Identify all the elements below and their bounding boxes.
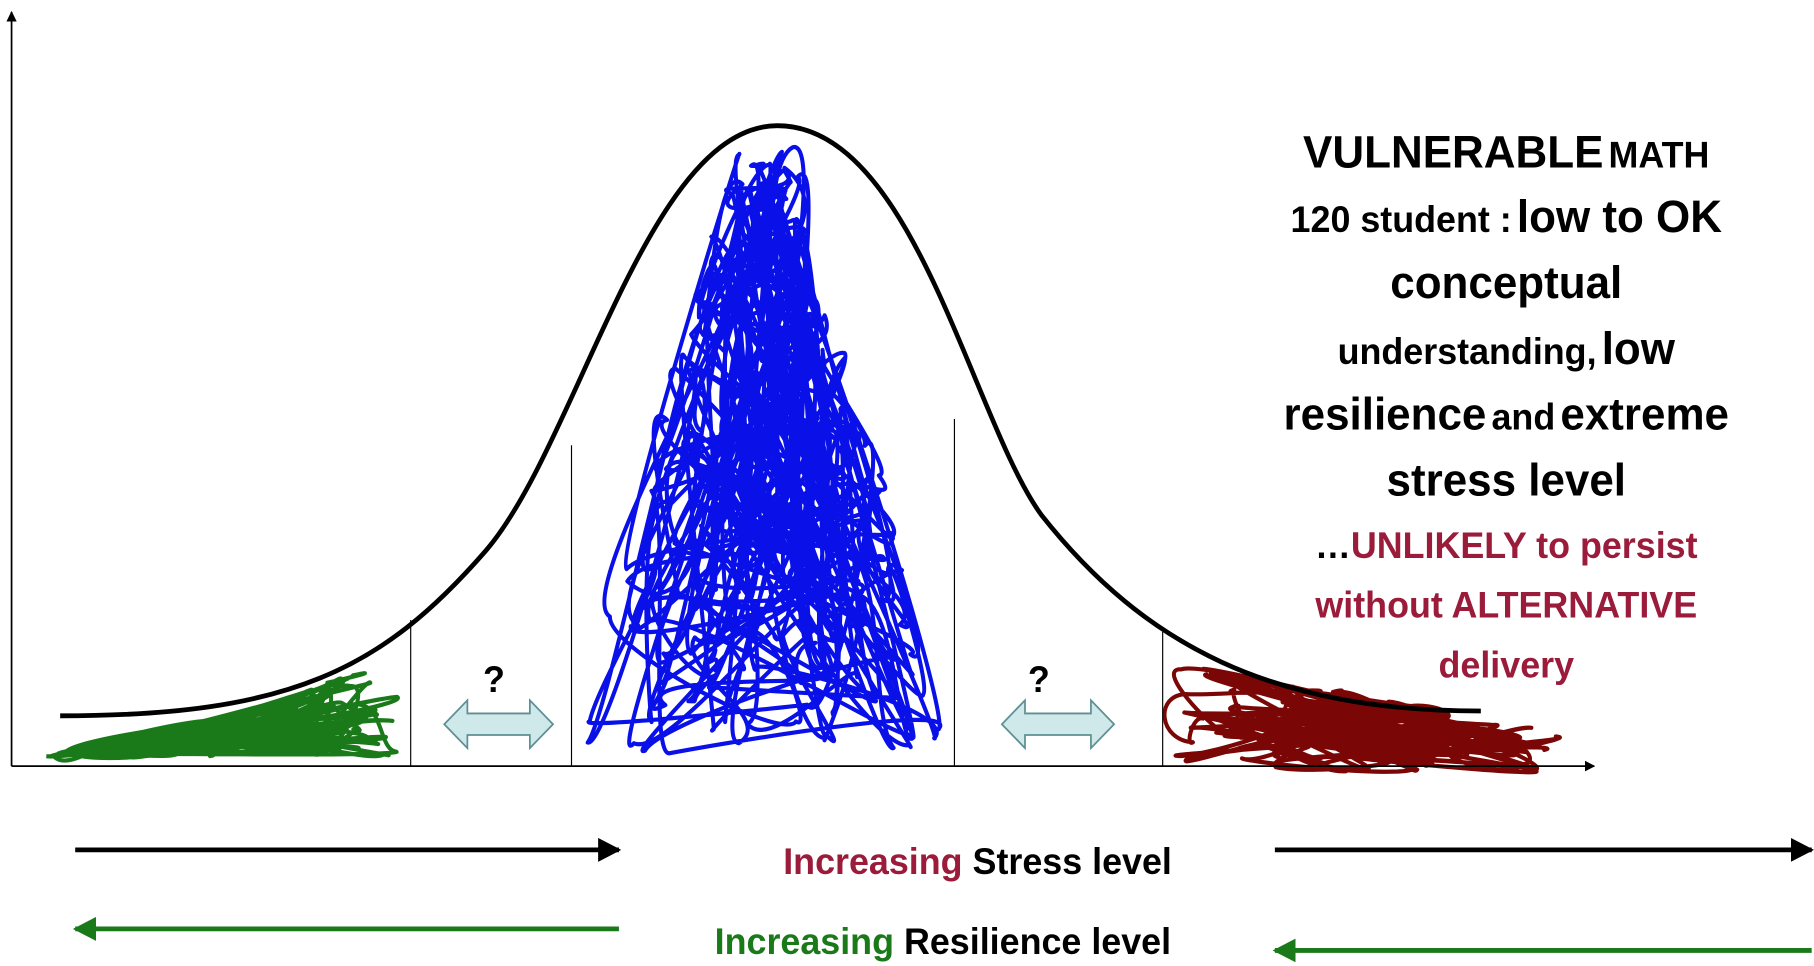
callout-text: extreme — [1560, 390, 1729, 440]
stress-prefix: Increasing — [783, 840, 962, 882]
callout-text: low — [1602, 324, 1675, 374]
callout-line: resilience and extreme — [1284, 390, 1729, 440]
callout: VULNERABLE MATH 120 student : low to OK … — [1284, 128, 1729, 686]
callout-text: … — [1315, 524, 1351, 566]
callout-text: VULNERABLE — [1303, 128, 1603, 178]
callout-line: stress level — [1387, 456, 1626, 506]
callout-line: conceptual — [1390, 258, 1622, 308]
callout-text: 120 student : — [1291, 199, 1512, 241]
callout-text: low to OK — [1517, 193, 1722, 243]
callout-text: MATH — [1609, 134, 1710, 176]
stress-text: Stress level — [973, 840, 1172, 882]
callout-line: without ALTERNATIVE — [1314, 584, 1697, 626]
resilience-label: Increasing Resilience level — [715, 920, 1171, 962]
callout-line: 120 student : low to OK — [1291, 193, 1722, 243]
callout-text: resilience — [1284, 390, 1487, 440]
callout-line: VULNERABLE MATH — [1303, 128, 1709, 178]
callout-text: and — [1491, 396, 1555, 438]
scribble — [588, 147, 941, 753]
callout-line: understanding, low — [1338, 324, 1676, 374]
callout-line: …UNLIKELY to persist — [1315, 524, 1698, 566]
diagram: ? ? VULNERABLE MATH 120 student : low to… — [0, 0, 1814, 966]
gap-mark: ? — [483, 658, 505, 700]
callout-text: UNLIKELY to persist — [1351, 524, 1698, 566]
scribbles — [46, 147, 1560, 772]
stress-label: Increasing Stress level — [783, 840, 1172, 882]
resilience-prefix: Increasing — [715, 920, 894, 962]
callout-text: understanding, — [1338, 330, 1597, 372]
callout-line: delivery — [1438, 644, 1574, 686]
resilience-text: Resilience level — [904, 920, 1171, 962]
gap-mark: ? — [1028, 658, 1050, 700]
